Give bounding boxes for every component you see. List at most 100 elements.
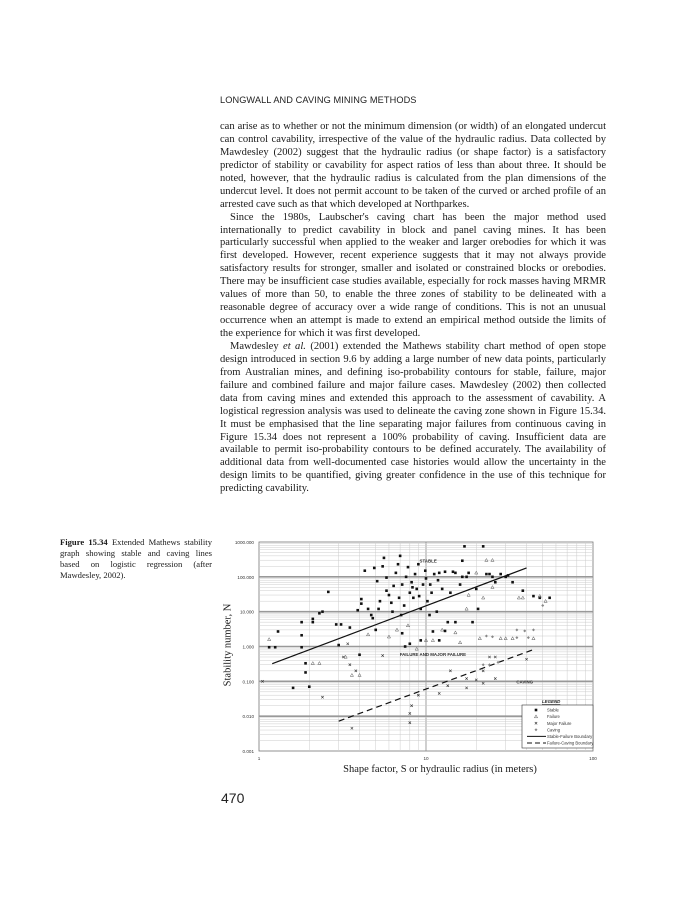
y-tick-label: 1000.000 (235, 540, 255, 545)
stable-point (392, 584, 395, 588)
stable-point (267, 645, 271, 649)
failure-point (481, 595, 486, 600)
stable-point (399, 613, 403, 617)
major-failure-point (321, 695, 324, 699)
stable-point (548, 596, 551, 600)
stable-point (398, 554, 402, 558)
stable-point (291, 686, 295, 690)
failure-point (466, 592, 471, 597)
stable-point (494, 580, 497, 584)
stable-point (273, 645, 277, 649)
figure-caption: Figure 15.34 Extended Mathews stability … (60, 537, 212, 581)
stable-point (504, 575, 507, 579)
stable-point (406, 565, 410, 569)
stable-point (304, 671, 307, 674)
stable-point (348, 626, 352, 629)
major-failure-point (408, 721, 412, 725)
y-tick-label: 100.000 (237, 575, 254, 580)
stable-point (300, 620, 303, 624)
legend-marker (533, 714, 539, 719)
stable-point (424, 577, 428, 580)
stable-point (488, 572, 491, 576)
major-failure-point (408, 711, 412, 715)
stable-point (360, 597, 363, 601)
caving-point (515, 636, 519, 640)
stable-point (467, 571, 470, 575)
stable-point (428, 583, 432, 586)
x-tick-label: 100 (589, 756, 597, 761)
y-axis-label: Stability number, N (222, 603, 234, 687)
major-failure-point (448, 669, 452, 673)
stable-failure-boundary-line (272, 567, 527, 665)
failure-point (490, 585, 495, 589)
stable-point (461, 575, 464, 579)
caving-point (541, 604, 545, 608)
caving-point (481, 663, 485, 667)
stable-point (451, 570, 455, 574)
caving-point (487, 663, 491, 667)
failure-point (366, 632, 371, 637)
stable-point (318, 611, 321, 615)
stable-point (437, 571, 441, 575)
failure-point (477, 636, 482, 640)
failure-point (267, 637, 272, 641)
caving-point (490, 635, 494, 639)
major-failure-point (381, 654, 385, 657)
stable-point (381, 565, 384, 568)
major-failure-point (341, 655, 345, 659)
failure-point (349, 672, 354, 677)
major-failure-point (354, 669, 358, 673)
stable-point (454, 571, 457, 575)
stable-point (465, 575, 468, 579)
stable-point (390, 601, 393, 605)
author: Mawdesley (230, 340, 284, 352)
stable-point (327, 590, 330, 594)
stable-point (404, 575, 408, 579)
stable-point (391, 610, 394, 613)
stable-point (304, 661, 307, 665)
stable-point (446, 620, 450, 624)
legend-entry: Stable-Failure Boundary (547, 734, 593, 739)
stable-point (432, 572, 436, 576)
caving-point (515, 628, 519, 632)
failure-point (453, 630, 458, 635)
stable-point (449, 591, 452, 595)
stable-point (300, 645, 303, 649)
stable-point (307, 685, 311, 689)
major-failure-point (465, 677, 468, 680)
stable-point (360, 602, 363, 605)
stable-point (400, 583, 404, 586)
failure-point (310, 661, 315, 665)
stable-point (419, 639, 423, 642)
stable-point (387, 593, 391, 597)
legend-marker (534, 721, 538, 725)
caving-point (531, 628, 535, 632)
legend-entry: Caving (547, 727, 561, 732)
body-text: can arise as to whether or not the minim… (220, 121, 606, 496)
stable-point (369, 613, 373, 617)
failure-point (343, 654, 348, 659)
stable-point (385, 576, 388, 579)
stable-point (481, 545, 485, 548)
stable-point (417, 562, 420, 566)
major-failure-point (350, 726, 354, 730)
stable-point (440, 587, 444, 591)
stable-point (437, 639, 441, 642)
et-al: et al. (283, 340, 306, 352)
stable-point (435, 610, 439, 613)
stable-point (463, 545, 466, 548)
stable-point (454, 620, 457, 624)
stable-point (461, 559, 464, 563)
stable-point (385, 589, 388, 592)
stable-point (311, 617, 315, 621)
x-tick-label: 1 (258, 756, 261, 761)
stable-point (532, 594, 535, 598)
stable-point (337, 643, 340, 647)
major-failure-point (474, 678, 478, 682)
y-tick-label: 1.000 (243, 645, 255, 650)
stable-point (417, 594, 421, 598)
stable-point (300, 633, 303, 637)
stable-point (458, 583, 462, 586)
failure-point (405, 623, 411, 627)
stable-point (356, 608, 360, 612)
